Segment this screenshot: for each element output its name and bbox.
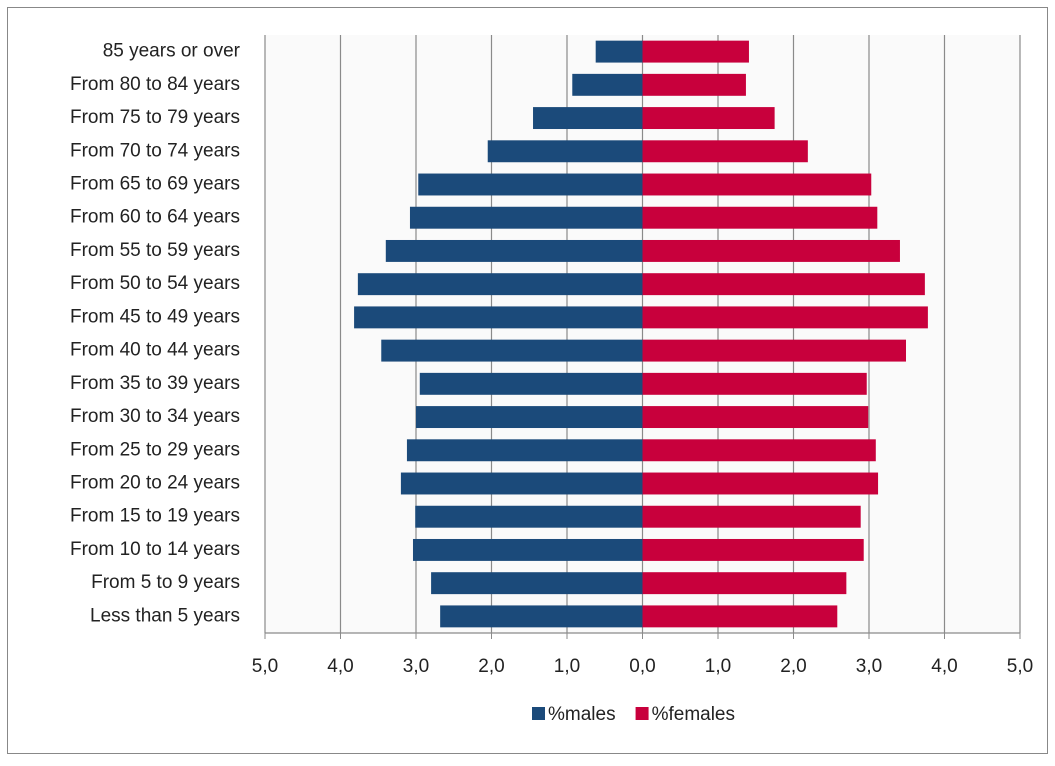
y-tick-label: From 65 to 69 years <box>70 174 240 195</box>
bar <box>406 439 643 462</box>
x-tick-label: 0,0 <box>629 656 655 677</box>
bar <box>400 472 643 495</box>
y-tick-label: From 70 to 74 years <box>70 140 240 161</box>
y-tick-label: From 15 to 19 years <box>70 506 240 527</box>
x-tick-label: 1,0 <box>705 656 731 677</box>
x-tick-label: 4,0 <box>931 656 957 677</box>
bar <box>409 206 643 229</box>
x-tick-label: 1,0 <box>554 656 580 677</box>
bar <box>642 605 838 628</box>
bar <box>440 605 643 628</box>
x-tick-label: 5,0 <box>1007 656 1033 677</box>
bar <box>642 273 925 296</box>
bar <box>412 538 643 561</box>
x-tick-label: 3,0 <box>403 656 429 677</box>
bar <box>642 206 878 229</box>
y-tick-label: From 30 to 34 years <box>70 406 240 427</box>
bar <box>595 40 643 63</box>
y-tick-label: From 20 to 24 years <box>70 473 240 494</box>
bar <box>642 538 864 561</box>
bar <box>642 406 869 429</box>
y-tick-label: From 45 to 49 years <box>70 306 240 327</box>
x-tick-label: 4,0 <box>327 656 353 677</box>
x-tick-label: 2,0 <box>478 656 504 677</box>
bar <box>642 439 876 462</box>
x-tick-label: 3,0 <box>856 656 882 677</box>
bar <box>415 505 643 528</box>
y-tick-label: From 50 to 54 years <box>70 273 240 294</box>
bar <box>642 472 879 495</box>
y-tick-label: From 60 to 64 years <box>70 207 240 228</box>
bar <box>487 140 643 163</box>
bar <box>642 306 928 329</box>
y-tick-label: From 25 to 29 years <box>70 439 240 460</box>
bar <box>642 107 775 130</box>
bar <box>642 339 906 362</box>
bar <box>642 505 861 528</box>
y-tick-label: From 55 to 59 years <box>70 240 240 261</box>
y-tick-label: From 75 to 79 years <box>70 107 240 128</box>
y-tick-label: From 35 to 39 years <box>70 373 240 394</box>
y-tick-label: From 40 to 44 years <box>70 340 240 361</box>
bar <box>357 273 643 296</box>
x-tick-label: 2,0 <box>780 656 806 677</box>
bar <box>572 73 643 96</box>
bar <box>642 140 808 163</box>
x-tick-label: 5,0 <box>252 656 278 677</box>
bar <box>354 306 643 329</box>
legend-label: %males <box>548 704 616 725</box>
y-tick-label: From 10 to 14 years <box>70 539 240 560</box>
bar <box>533 107 643 130</box>
bar <box>431 572 643 595</box>
bar <box>642 239 900 262</box>
y-tick-label: Less than 5 years <box>90 605 240 626</box>
y-tick-label: From 80 to 84 years <box>70 74 240 95</box>
bar <box>642 572 847 595</box>
bar <box>642 372 867 395</box>
bar <box>642 73 746 96</box>
bar <box>642 173 872 196</box>
legend-label: %females <box>652 704 735 725</box>
y-tick-label: From 5 to 9 years <box>91 572 240 593</box>
bar <box>418 173 643 196</box>
legend-swatch <box>635 707 649 720</box>
bar <box>416 406 643 429</box>
bar <box>381 339 643 362</box>
legend-swatch <box>532 707 545 720</box>
bar <box>419 372 643 395</box>
y-tick-label: 85 years or over <box>103 41 241 62</box>
bar <box>642 40 749 63</box>
bar <box>385 239 643 262</box>
